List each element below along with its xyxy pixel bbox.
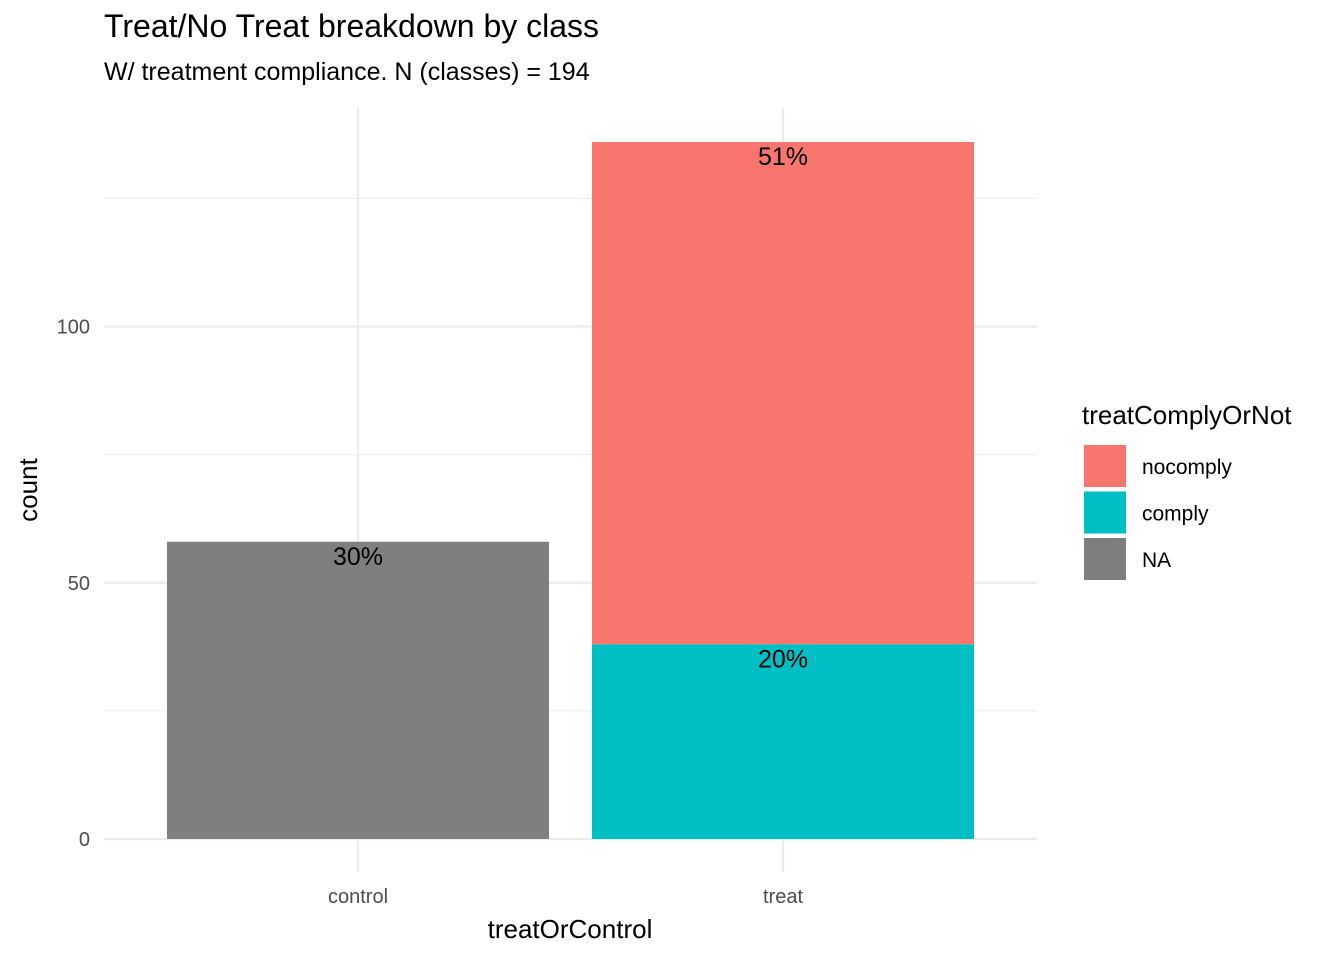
legend: treatComplyOrNot nocomply comply NA [1082, 400, 1292, 580]
x-axis-ticks: control treat [328, 886, 803, 908]
chart-subtitle: W/ treatment compliance. N (classes) = 1… [104, 58, 590, 86]
x-tick-label: control [328, 886, 388, 908]
legend-label-nocomply: nocomply [1142, 456, 1232, 479]
y-tick-label: 100 [57, 317, 90, 339]
legend-swatch-nocomply [1084, 445, 1126, 487]
y-axis-title: count [13, 457, 43, 521]
bar-treat-nocomply [592, 142, 974, 645]
y-tick-label: 0 [79, 829, 90, 851]
legend-swatch-NA [1084, 538, 1126, 580]
legend-title: treatComplyOrNot [1082, 400, 1292, 430]
bar-label-treat-nocomply: 51% [758, 143, 808, 171]
bar-labels: 30% 20% 51% [333, 143, 808, 673]
legend-label-comply: comply [1142, 503, 1209, 526]
y-tick-label: 50 [68, 573, 90, 595]
bar-label-control-NA: 30% [333, 543, 383, 571]
x-tick-label: treat [763, 886, 803, 908]
bar-control-NA [167, 541, 549, 839]
bar-treat-comply [592, 644, 974, 839]
bar-label-treat-comply: 20% [758, 645, 808, 673]
legend-swatch-comply [1084, 491, 1126, 534]
bars [167, 142, 974, 839]
legend-label-NA: NA [1142, 549, 1171, 572]
y-axis-ticks: 0 50 100 [57, 317, 90, 852]
x-axis-title: treatOrControl [488, 914, 653, 944]
chart-title: Treat/No Treat breakdown by class [104, 8, 600, 44]
